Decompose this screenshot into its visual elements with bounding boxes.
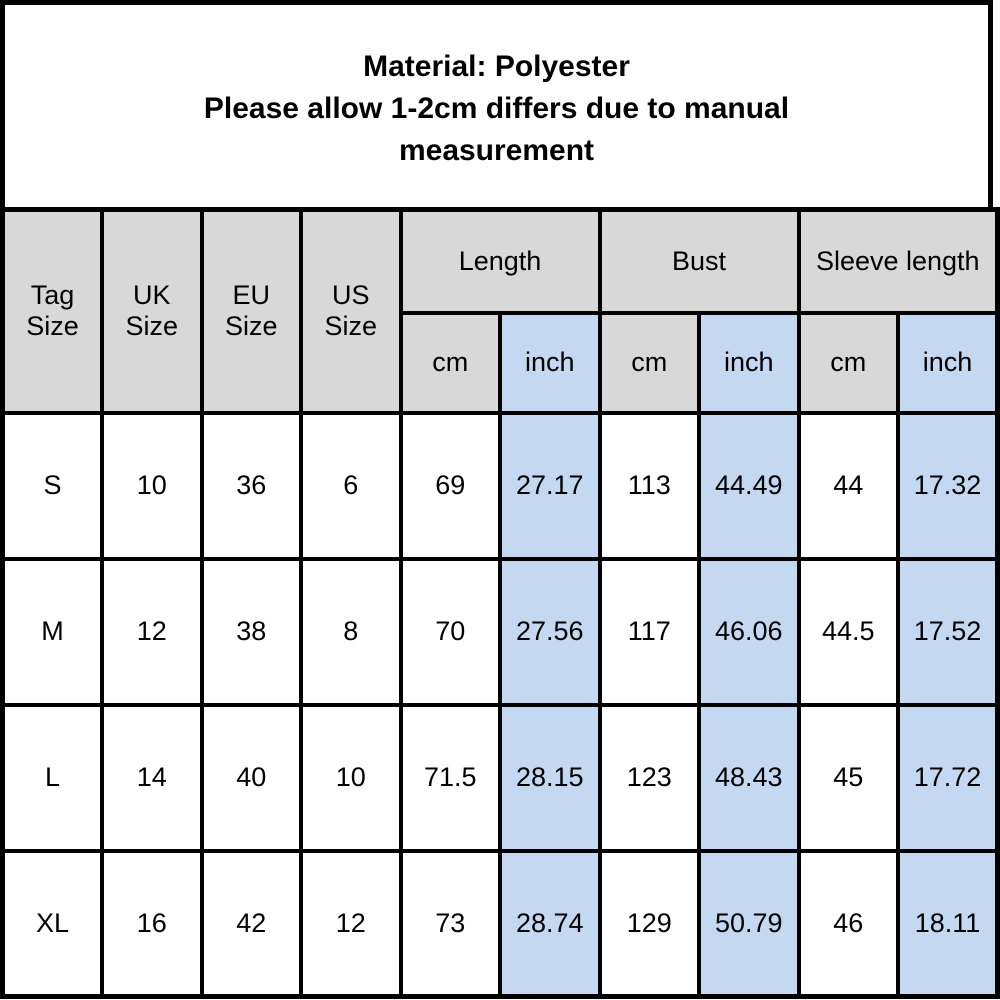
col-header-tag-size: Tag Size [0,207,104,415]
cell-uk-size: 14 [100,702,204,853]
size-table: Tag Size UK Size EU Size US Size Length … [0,207,1000,999]
cell-sleeve-cm: 46 [796,848,900,999]
col-group-length: Length [398,207,602,315]
unit-header-bust-cm: cm [597,310,701,415]
unit-header-sleeve-cm: cm [796,310,900,415]
cell-sleeve-inch: 17.52 [896,556,1000,707]
cell-eu-size: 38 [199,556,303,707]
size-row-l: L 14 40 10 71.5 28.15 123 48.43 45 17.72 [0,702,1000,853]
header-unit-row: cm inch cm inch cm inch [3,310,1000,415]
cell-eu-size: 36 [199,410,303,561]
cell-sleeve-inch: 17.72 [896,702,1000,853]
cell-sleeve-cm: 44 [796,410,900,561]
cell-bust-cm: 113 [597,410,701,561]
col-group-sleeve-length: Sleeve length [796,207,1000,315]
cell-bust-inch: 46.06 [697,556,801,707]
col-header-eu-size: EU Size [199,207,303,415]
cell-sleeve-inch: 17.32 [896,410,1000,561]
cell-bust-cm: 123 [597,702,701,853]
cell-sleeve-inch: 18.11 [896,848,1000,999]
header-group-row: Tag Size UK Size EU Size US Size Length … [0,207,1000,415]
cell-length-inch: 27.17 [498,410,602,561]
cell-us-size: 6 [299,410,403,561]
col-group-bust: Bust [597,207,801,315]
col-header-uk-size: UK Size [100,207,204,415]
cell-length-cm: 69 [398,410,502,561]
cell-length-inch: 28.74 [498,848,602,999]
cell-bust-cm: 129 [597,848,701,999]
cell-bust-inch: 44.49 [697,410,801,561]
cell-length-cm: 71.5 [398,702,502,853]
unit-header-length-cm: cm [398,310,502,415]
cell-sleeve-cm: 45 [796,702,900,853]
cell-us-size: 10 [299,702,403,853]
cell-uk-size: 16 [100,848,204,999]
unit-header-length-inch: inch [498,310,602,415]
measurement-note: Please allow 1-2cm differs due to manual… [203,92,790,167]
cell-bust-inch: 48.43 [697,702,801,853]
cell-us-size: 8 [299,556,403,707]
size-row-xl: XL 16 42 12 73 28.74 129 50.79 46 18.11 [0,848,1000,999]
cell-tag-size: M [0,556,104,707]
cell-bust-cm: 117 [597,556,701,707]
unit-header-sleeve-inch: inch [896,310,1000,415]
size-row-s: S 10 36 6 69 27.17 113 44.49 44 17.32 [0,410,1000,561]
cell-length-cm: 70 [398,556,502,707]
cell-length-cm: 73 [398,848,502,999]
cell-sleeve-cm: 44.5 [796,556,900,707]
cell-bust-inch: 50.79 [697,848,801,999]
cell-tag-size: S [0,410,104,561]
cell-eu-size: 40 [199,702,303,853]
col-header-us-size: US Size [299,207,403,415]
size-row-m: M 12 38 8 70 27.56 117 46.06 44.5 17.52 [0,556,1000,707]
cell-uk-size: 12 [100,556,204,707]
material-title: Material: Polyester [363,50,630,83]
unit-header-bust-inch: inch [697,310,801,415]
title-box: Material: Polyester Please allow 1-2cm d… [0,0,993,207]
cell-uk-size: 10 [100,410,204,561]
cell-eu-size: 42 [199,848,303,999]
cell-length-inch: 28.15 [498,702,602,853]
cell-tag-size: XL [0,848,104,999]
cell-us-size: 12 [299,848,403,999]
cell-length-inch: 27.56 [498,556,602,707]
cell-tag-size: L [0,702,104,853]
